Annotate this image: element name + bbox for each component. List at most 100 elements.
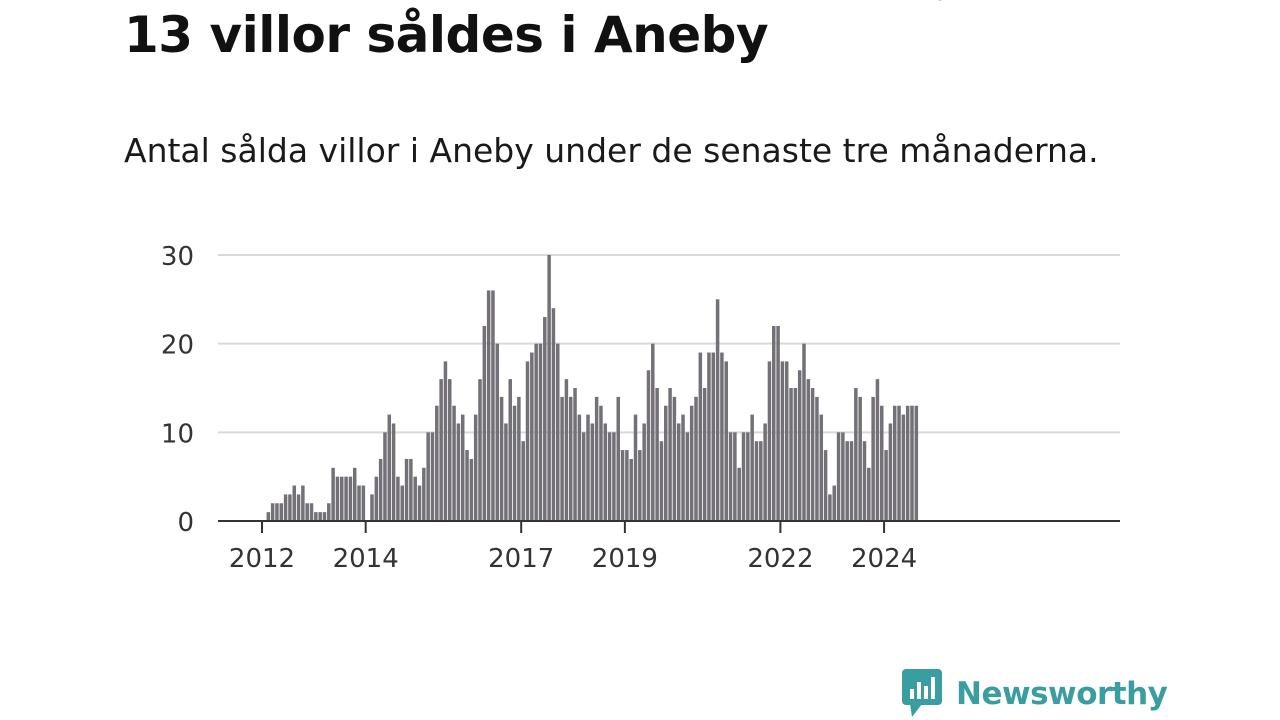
bar [409,458,413,521]
bar [383,432,387,521]
bar [698,352,703,521]
bar [603,423,608,521]
bar [279,503,284,521]
bar [296,494,301,521]
bar [508,379,512,521]
bar [521,441,525,521]
bar [862,441,867,521]
y-tick-label: 20 [161,331,194,361]
bar [810,388,815,521]
bar [391,423,396,521]
bar [530,352,534,521]
bar [452,405,456,521]
bar [633,414,638,521]
bar [854,388,858,521]
bar [504,423,508,521]
x-tick-label: 2014 [333,544,399,574]
bar [841,432,845,521]
bar [314,512,318,521]
x-tick-label: 2022 [747,544,813,574]
bar [348,476,353,521]
bar [556,343,560,521]
bar [676,423,681,521]
bar [413,476,417,521]
bar [620,450,625,521]
bar [344,476,348,521]
bar [465,450,469,521]
bar [754,441,759,521]
bar [573,388,577,521]
bar [469,458,474,521]
bar [746,432,750,521]
bar [797,370,802,521]
bar [629,458,633,521]
bar [560,396,564,521]
bar [499,396,504,521]
bar [793,388,798,521]
chart-subtitle: Antal sålda villor i Aneby under de sena… [124,131,1099,170]
bar [594,396,599,521]
bar [646,370,651,521]
bar [439,379,443,521]
y-tick-label: 10 [161,419,194,449]
bar [823,450,828,521]
bar [867,467,871,521]
bar [780,361,785,521]
x-axis-ticks: 2012 2014 2017 2019 2022 2024 [229,521,917,574]
bar [396,476,400,521]
bar [685,432,690,521]
bar [892,405,897,521]
bar [767,361,772,521]
bar [547,255,551,521]
bar [456,423,461,521]
latest-value-label: 13 [916,0,949,7]
bar [486,290,491,521]
bar [288,494,292,521]
bar [577,414,582,521]
bar [417,485,422,521]
bar [655,388,659,521]
bar [292,485,296,521]
bar [538,343,543,521]
bar [581,432,586,521]
bar-chart: 0 10 20 30 2012 2014 2017 2019 2022 2024 13 [161,0,1120,574]
bar [357,485,361,521]
bar [711,352,716,521]
bar [352,467,357,521]
bar [737,467,741,521]
newsworthy-logo-icon [902,669,942,717]
bar [772,325,776,521]
bar [845,441,849,521]
bar [832,485,836,521]
bar [331,467,335,521]
bar [318,512,322,521]
bar [543,317,547,521]
bar [270,503,275,521]
bar [512,405,517,521]
bar [309,503,314,521]
bar [426,432,430,521]
bar [517,396,521,521]
bar [750,414,754,521]
bar [819,414,824,521]
bar [910,405,914,521]
bar [702,388,707,521]
bar [607,432,612,521]
bar [482,325,487,521]
bar [784,361,789,521]
newsworthy-logo: Newsworthy [902,669,1168,719]
bar [283,494,288,521]
bar [361,485,366,521]
bar [815,396,819,521]
bar [733,432,737,521]
bar [430,432,435,521]
bar [374,476,379,521]
bar [599,405,603,521]
bar [404,458,409,521]
bar [422,467,426,521]
bar [659,441,664,521]
bar [266,512,271,521]
bars [266,255,919,521]
bar [901,414,906,521]
bar [275,503,279,521]
